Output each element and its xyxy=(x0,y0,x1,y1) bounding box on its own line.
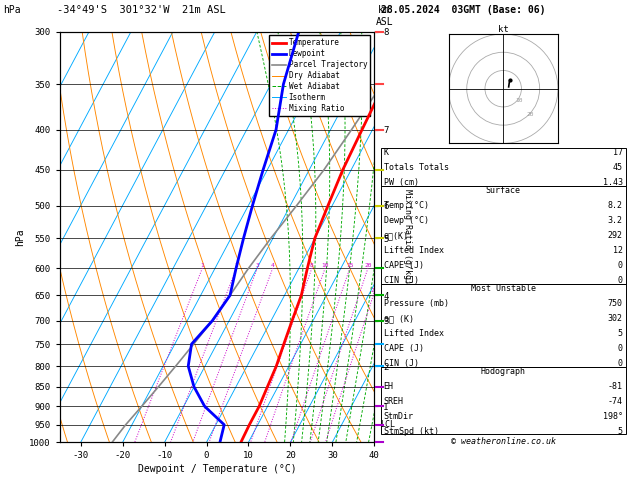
Text: km: km xyxy=(377,5,389,15)
Text: CIN (J): CIN (J) xyxy=(384,359,419,368)
Text: 15: 15 xyxy=(346,263,353,268)
Text: 5: 5 xyxy=(618,329,623,338)
Text: 198°: 198° xyxy=(603,412,623,421)
Text: 4: 4 xyxy=(271,263,275,268)
Text: CIN (J): CIN (J) xyxy=(384,277,419,285)
Text: 20: 20 xyxy=(527,112,535,117)
Text: 302: 302 xyxy=(608,314,623,323)
Text: θᴄ (K): θᴄ (K) xyxy=(384,314,414,323)
Text: Pressure (mb): Pressure (mb) xyxy=(384,299,448,308)
Text: 0: 0 xyxy=(618,261,623,270)
Text: EH: EH xyxy=(384,382,394,391)
Text: 0: 0 xyxy=(618,359,623,368)
Text: LCL: LCL xyxy=(380,420,395,429)
Text: 3.2: 3.2 xyxy=(608,216,623,225)
Text: CAPE (J): CAPE (J) xyxy=(384,344,424,353)
Text: 1.43: 1.43 xyxy=(603,178,623,188)
Text: StmSpd (kt): StmSpd (kt) xyxy=(384,427,438,436)
Legend: Temperature, Dewpoint, Parcel Trajectory, Dry Adiabat, Wet Adiabat, Isotherm, Mi: Temperature, Dewpoint, Parcel Trajectory… xyxy=(269,35,370,116)
Text: Hodograph: Hodograph xyxy=(481,367,526,376)
Y-axis label: hPa: hPa xyxy=(15,228,25,246)
Text: 0: 0 xyxy=(618,277,623,285)
Text: 3: 3 xyxy=(255,263,259,268)
Text: -81: -81 xyxy=(608,382,623,391)
Text: 28.05.2024  03GMT (Base: 06): 28.05.2024 03GMT (Base: 06) xyxy=(381,5,545,15)
Text: SREH: SREH xyxy=(384,397,404,406)
Text: Dewp (°C): Dewp (°C) xyxy=(384,216,429,225)
Text: -34°49'S  301°32'W  21m ASL: -34°49'S 301°32'W 21m ASL xyxy=(57,5,225,15)
Text: CAPE (J): CAPE (J) xyxy=(384,261,424,270)
Y-axis label: Mixing Ratio (g/kg): Mixing Ratio (g/kg) xyxy=(403,190,411,284)
Title: kt: kt xyxy=(498,25,509,34)
Text: © weatheronline.co.uk: © weatheronline.co.uk xyxy=(451,437,555,446)
Text: 10: 10 xyxy=(321,263,329,268)
Text: 0: 0 xyxy=(618,344,623,353)
Text: Lifted Index: Lifted Index xyxy=(384,246,443,255)
Text: K: K xyxy=(384,148,389,157)
Text: ASL: ASL xyxy=(376,17,394,27)
Text: θᴄ(K): θᴄ(K) xyxy=(384,231,409,240)
Text: -74: -74 xyxy=(608,397,623,406)
Text: 10: 10 xyxy=(515,98,523,104)
Text: 2: 2 xyxy=(235,263,238,268)
Text: 25: 25 xyxy=(370,288,378,293)
Text: PW (cm): PW (cm) xyxy=(384,178,419,188)
Text: StmDir: StmDir xyxy=(384,412,414,421)
Text: 8: 8 xyxy=(310,263,314,268)
Text: 8.2: 8.2 xyxy=(608,201,623,210)
Text: 45: 45 xyxy=(613,163,623,173)
Text: Most Unstable: Most Unstable xyxy=(470,284,536,293)
X-axis label: Dewpoint / Temperature (°C): Dewpoint / Temperature (°C) xyxy=(138,465,296,474)
Text: Surface: Surface xyxy=(486,186,521,195)
Text: 292: 292 xyxy=(608,231,623,240)
Text: Temp (°C): Temp (°C) xyxy=(384,201,429,210)
Text: 1: 1 xyxy=(201,263,204,268)
Text: Totals Totals: Totals Totals xyxy=(384,163,448,173)
Text: 12: 12 xyxy=(613,246,623,255)
Text: 17: 17 xyxy=(613,148,623,157)
Text: hPa: hPa xyxy=(3,5,21,15)
Text: Lifted Index: Lifted Index xyxy=(384,329,443,338)
Text: 750: 750 xyxy=(608,299,623,308)
Text: 20: 20 xyxy=(364,263,372,268)
Text: 5: 5 xyxy=(618,427,623,436)
